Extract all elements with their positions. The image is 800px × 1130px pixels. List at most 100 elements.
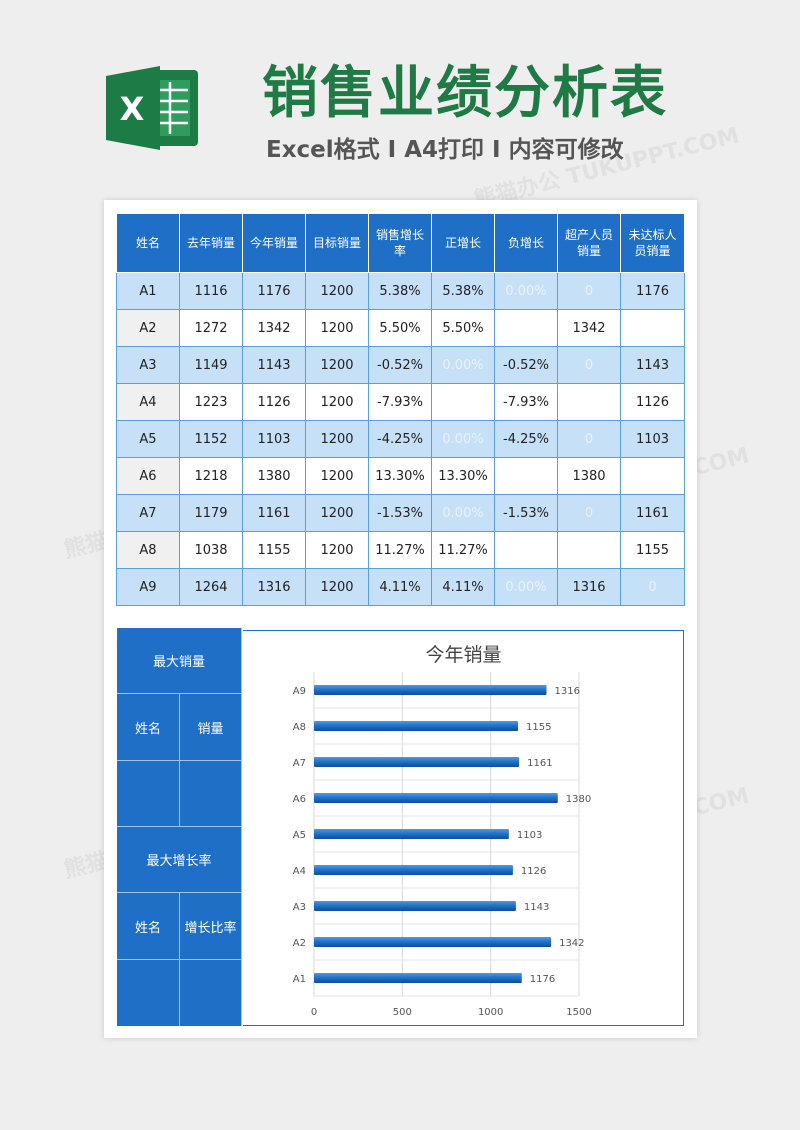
table-cell[interactable]: 1161 (242, 494, 306, 532)
table-cell[interactable]: 11.27% (431, 531, 495, 569)
table-cell[interactable]: 1342 (242, 309, 306, 347)
table-cell[interactable]: 0 (557, 346, 621, 384)
table-row: A4 1223 1126 1200 -7.93% -7.93% 1126 (116, 383, 685, 421)
table-cell[interactable]: 1149 (179, 346, 243, 384)
table-cell[interactable]: -4.25% (494, 420, 558, 458)
table-cell[interactable]: 0.00% (494, 568, 558, 606)
table-cell[interactable]: 1200 (305, 531, 369, 569)
table-cell[interactable]: 1316 (557, 568, 621, 606)
table-cell[interactable]: -0.52% (494, 346, 558, 384)
table-cell[interactable]: 1126 (242, 383, 306, 421)
table-cell[interactable]: 1176 (620, 272, 685, 310)
column-header[interactable]: 负增长 (494, 213, 558, 273)
sales-table: 姓名 去年销量 今年销量 目标销量 销售增长率 正增长 负增长 超产人员销量 未达标人员销量 A… (116, 213, 685, 606)
table-cell[interactable]: 1126 (620, 383, 685, 421)
row-name-cell[interactable]: A9 (116, 568, 180, 606)
max-growth-name-value[interactable] (117, 960, 180, 1026)
page-subtitle: Excel格式 I A4打印 I 内容可修改 (266, 137, 624, 163)
table-cell[interactable]: -7.93% (494, 383, 558, 421)
table-cell[interactable]: 1223 (179, 383, 243, 421)
table-cell[interactable]: 1200 (305, 383, 369, 421)
x-tick-label: 500 (393, 1007, 412, 1018)
table-cell[interactable]: 1103 (242, 420, 306, 458)
chart-title: 今年销量 (425, 644, 502, 666)
table-cell[interactable] (494, 531, 558, 569)
table-cell[interactable]: 5.50% (431, 309, 495, 347)
table-cell[interactable]: 11.27% (368, 531, 432, 569)
table-cell[interactable]: 1155 (620, 531, 685, 569)
table-cell[interactable]: 5.50% (368, 309, 432, 347)
table-cell[interactable]: 1316 (242, 568, 306, 606)
table-cell[interactable]: 0.00% (431, 346, 495, 384)
data-label: 1143 (524, 902, 549, 913)
table-cell[interactable]: 1200 (305, 494, 369, 532)
table-cell[interactable]: 1200 (305, 420, 369, 458)
table-cell[interactable]: 1200 (305, 568, 369, 606)
table-row: A8 1038 1155 1200 11.27% 11.27% 1155 (116, 531, 685, 569)
table-cell[interactable]: 1038 (179, 531, 243, 569)
table-cell[interactable]: 1116 (179, 272, 243, 310)
y-tick-label: A9 (293, 686, 306, 697)
max-growth-value[interactable] (180, 960, 242, 1026)
column-header[interactable]: 姓名 (116, 213, 180, 273)
table-row: A7 1179 1161 1200 -1.53% 0.00% -1.53% 0 1161 (116, 494, 685, 532)
table-cell[interactable]: -4.25% (368, 420, 432, 458)
table-cell[interactable]: 1218 (179, 457, 243, 495)
table-cell[interactable]: -0.52% (368, 346, 432, 384)
data-label: 1161 (527, 758, 552, 769)
table-cell[interactable]: 1272 (179, 309, 243, 347)
table-cell[interactable] (620, 457, 685, 495)
table-cell[interactable]: 1103 (620, 420, 685, 458)
y-tick-label: A7 (293, 758, 306, 769)
table-cell[interactable]: 0.00% (494, 272, 558, 310)
row-name-cell[interactable]: A8 (116, 531, 180, 569)
row-name-cell[interactable]: A7 (116, 494, 180, 532)
table-cell[interactable]: 5.38% (368, 272, 432, 310)
row-name-cell[interactable]: A1 (116, 272, 180, 310)
growth-ratio-header: 增长比率 (180, 893, 242, 960)
table-cell[interactable]: 0 (620, 568, 685, 606)
table-cell[interactable]: 1200 (305, 457, 369, 495)
table-cell[interactable]: 13.30% (368, 457, 432, 495)
data-label: 1316 (554, 686, 579, 697)
data-label: 1380 (566, 794, 591, 805)
column-header[interactable]: 目标销量 (305, 213, 369, 273)
table-cell[interactable]: -7.93% (368, 383, 432, 421)
column-header[interactable]: 超产人员销量 (557, 213, 621, 273)
table-cell[interactable]: 0 (557, 272, 621, 310)
table-cell[interactable]: 0 (557, 420, 621, 458)
table-cell[interactable] (557, 383, 621, 421)
table-cell[interactable]: 4.11% (431, 568, 495, 606)
table-cell[interactable]: 0.00% (431, 420, 495, 458)
table-cell[interactable]: 13.30% (431, 457, 495, 495)
column-header[interactable]: 正增长 (431, 213, 495, 273)
row-name-cell[interactable]: A3 (116, 346, 180, 384)
table-cell[interactable]: 1264 (179, 568, 243, 606)
row-name-cell[interactable]: A2 (116, 309, 180, 347)
table-cell[interactable]: 1179 (179, 494, 243, 532)
table-cell[interactable]: 4.11% (368, 568, 432, 606)
table-cell[interactable] (557, 531, 621, 569)
table-cell[interactable]: 1200 (305, 346, 369, 384)
bar (314, 865, 513, 875)
table-cell[interactable]: 1143 (620, 346, 685, 384)
column-header[interactable]: 未达标人员销量 (620, 213, 685, 273)
row-name-cell[interactable]: A6 (116, 457, 180, 495)
table-cell[interactable] (620, 309, 685, 347)
bar (314, 793, 558, 803)
table-cell[interactable]: 1176 (242, 272, 306, 310)
column-header[interactable]: 去年销量 (179, 213, 243, 273)
table-cell[interactable]: 1380 (557, 457, 621, 495)
table-cell[interactable]: 0 (557, 494, 621, 532)
table-cell[interactable]: 1143 (242, 346, 306, 384)
table-cell[interactable]: 1200 (305, 309, 369, 347)
column-header[interactable]: 销售增长率 (368, 213, 432, 273)
table-cell[interactable]: 5.38% (431, 272, 495, 310)
max-sales-name-value[interactable] (117, 761, 180, 827)
max-sales-label: 最大销量 (117, 628, 242, 694)
y-tick-label: A5 (293, 830, 306, 841)
row-name-cell[interactable]: A5 (116, 420, 180, 458)
table-cell[interactable]: 1200 (305, 272, 369, 310)
max-sales-value[interactable] (180, 761, 242, 827)
